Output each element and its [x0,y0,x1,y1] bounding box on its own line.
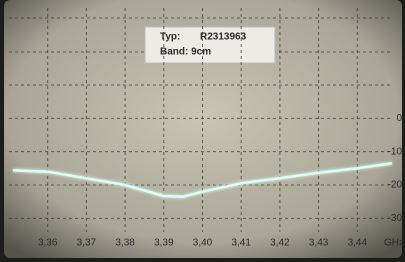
y-tick-label: 0 [396,113,402,124]
x-tick-label: 3,40 [193,238,213,249]
x-tick-label: 3,36 [38,238,58,249]
y-tick-label: -30 [388,213,403,224]
x-tick-label: 3,37 [77,238,97,249]
x-tick-label: 3,43 [309,238,329,249]
screen: Typ: R2313963 Band: 9cm GHz 0 -10 -20 -30 3,… [0,0,405,262]
annotation-band: Band: 9cm [160,47,211,58]
x-tick-label: 3,38 [115,238,135,249]
x-tick-label: 3,41 [231,238,251,249]
y-tick-label: -10 [388,146,403,157]
annotation-type-value: R2313963 [200,32,247,43]
x-unit: GHz [384,238,404,249]
x-tick-label: 3,39 [154,238,174,249]
page: Typ: R2313963 Band: 9cm GHz 0 -10 -20 -30 3,… [0,0,405,262]
y-tick-label: -20 [388,180,403,191]
x-tick-label: 3,42 [270,238,290,249]
annotation-box: Typ: R2313963 Band: 9cm [145,27,275,63]
x-tick-label: 3,44 [348,238,368,249]
annotation-type-label: Typ: [160,32,180,43]
